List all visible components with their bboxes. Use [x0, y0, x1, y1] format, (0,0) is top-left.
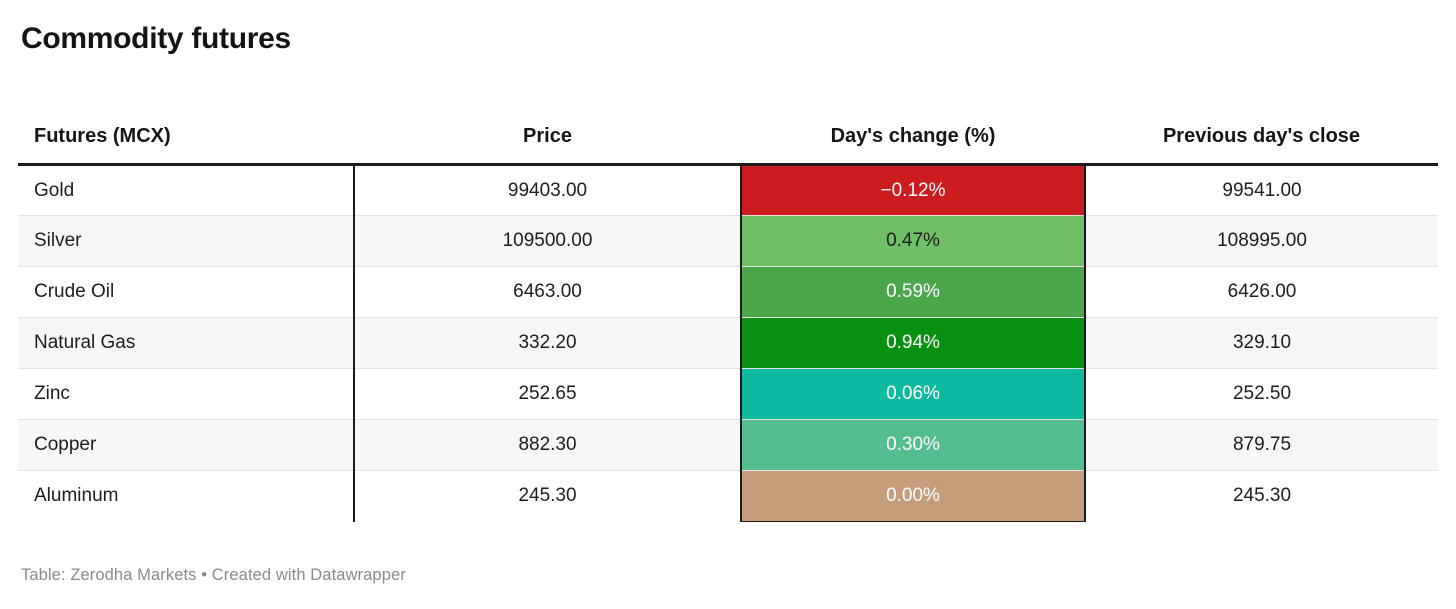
price-cell: 252.65 — [353, 368, 741, 420]
commodity-futures-table: Futures (MCX) Price Day's change (%) Pre… — [18, 111, 1438, 522]
table-row: Gold 99403.00 −0.12% 99541.00 — [18, 164, 1438, 216]
column-header-futures: Futures (MCX) — [18, 111, 354, 166]
prev-close-cell: 99541.00 — [1085, 164, 1438, 216]
table-row: Crude Oil 6463.00 0.59% 6426.00 — [18, 266, 1438, 318]
prev-close-cell: 879.75 — [1085, 419, 1438, 471]
change-cell: 0.59% — [740, 266, 1086, 318]
prev-close-cell: 329.10 — [1085, 317, 1438, 369]
price-cell: 882.30 — [353, 419, 741, 471]
price-cell: 6463.00 — [353, 266, 741, 318]
futures-name-cell: Natural Gas — [18, 317, 354, 369]
prev-close-cell: 6426.00 — [1085, 266, 1438, 318]
price-cell: 109500.00 — [353, 215, 741, 267]
table-footer: Table: Zerodha Markets • Created with Da… — [21, 566, 406, 585]
column-header-prev-close: Previous day's close — [1085, 111, 1438, 166]
futures-name-cell: Copper — [18, 419, 354, 471]
futures-name-cell: Aluminum — [34, 485, 119, 507]
price-cell: 99403.00 — [353, 164, 741, 216]
change-cell: 0.94% — [740, 317, 1086, 369]
column-header-price: Price — [354, 111, 741, 166]
table-row: Silver 109500.00 0.47% 108995.00 — [18, 215, 1438, 267]
change-cell: 0.06% — [740, 368, 1086, 420]
prev-close-cell: 108995.00 — [1085, 215, 1438, 267]
futures-name-cell: Zinc — [18, 368, 354, 420]
page-title: Commodity futures — [21, 22, 291, 55]
table-row: Natural Gas 332.20 0.94% 329.10 — [18, 317, 1438, 369]
datawrapper-attribution-link[interactable]: Created with Datawrapper — [211, 566, 406, 584]
table-container: Futures (MCX) Price Day's change (%) Pre… — [18, 111, 1438, 522]
table-row: Zinc 252.65 0.06% 252.50 — [18, 368, 1438, 420]
futures-name-cell: Silver — [18, 215, 354, 267]
change-cell: 0.30% — [740, 419, 1086, 471]
footer-separator: • — [196, 566, 212, 584]
futures-name-cell: Gold — [18, 164, 354, 216]
source-label: Table: Zerodha Markets — [21, 566, 197, 584]
change-cell: 0.47% — [740, 215, 1086, 267]
table-row: Copper 882.30 0.30% 879.75 — [18, 419, 1438, 471]
table-row: Aluminum 245.30 0.00% 245.30 — [18, 470, 1438, 522]
prev-close-cell: 245.30 — [1232, 485, 1292, 507]
futures-name-cell: Crude Oil — [18, 266, 354, 318]
price-cell: 332.20 — [353, 317, 741, 369]
table-header-row: Futures (MCX) Price Day's change (%) Pre… — [18, 111, 1438, 166]
change-cell: −0.12% — [740, 164, 1086, 216]
column-header-change: Day's change (%) — [741, 111, 1085, 166]
change-cell: 0.00% — [740, 470, 1086, 522]
prev-close-cell: 252.50 — [1085, 368, 1438, 420]
price-cell: 245.30 — [353, 470, 741, 522]
